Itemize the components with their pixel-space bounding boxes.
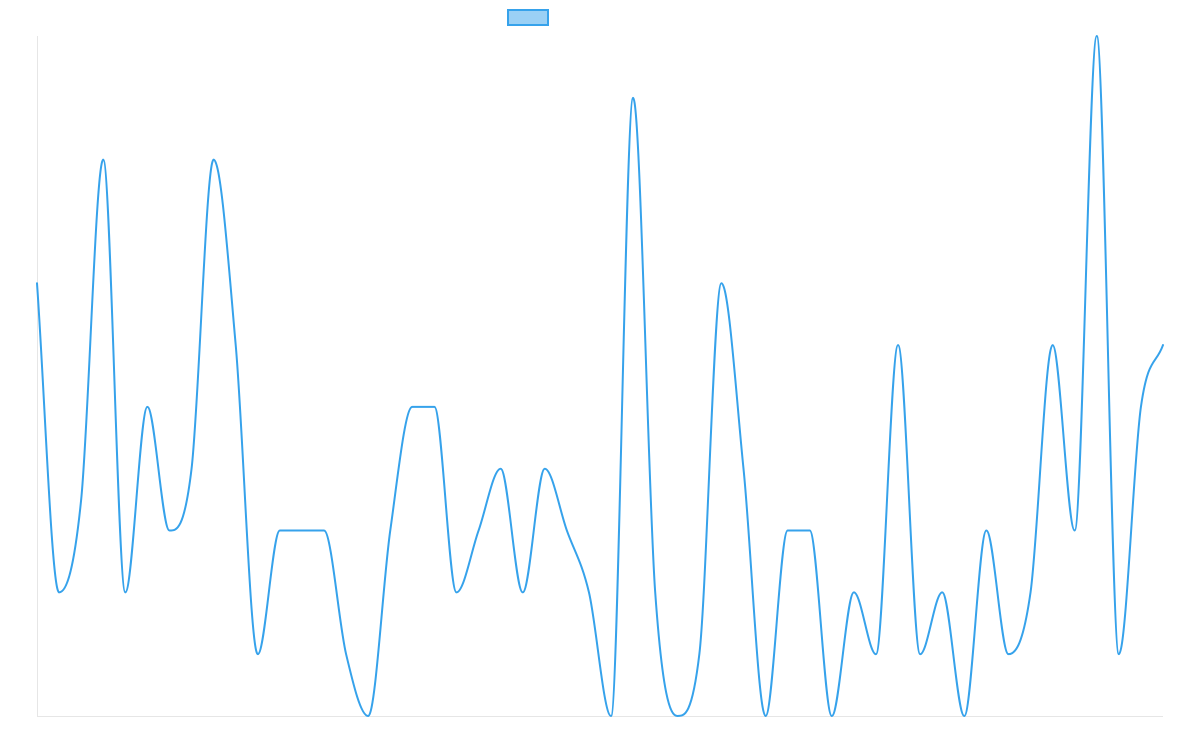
data-point-9[interactable] xyxy=(211,157,217,163)
legend-swatch-series[interactable] xyxy=(507,9,549,26)
data-point-51[interactable] xyxy=(1138,404,1144,410)
data-point-50[interactable] xyxy=(1116,651,1122,657)
data-point-29[interactable] xyxy=(652,589,658,595)
data-point-3[interactable] xyxy=(78,497,84,503)
data-point-12[interactable] xyxy=(277,528,283,534)
data-point-10[interactable] xyxy=(233,342,239,348)
data-point-31[interactable] xyxy=(696,651,702,657)
data-point-11[interactable] xyxy=(255,651,261,657)
data-point-26[interactable] xyxy=(586,589,592,595)
data-point-33[interactable] xyxy=(741,466,747,472)
data-point-16[interactable] xyxy=(365,713,371,719)
data-point-13[interactable] xyxy=(299,528,305,534)
data-point-15[interactable] xyxy=(343,651,349,657)
data-point-49[interactable] xyxy=(1094,33,1100,39)
data-point-42[interactable] xyxy=(939,589,945,595)
series-layer xyxy=(34,33,1166,719)
data-point-20[interactable] xyxy=(453,589,459,595)
data-point-1[interactable] xyxy=(34,280,40,286)
data-point-52[interactable] xyxy=(1160,342,1166,348)
data-point-22[interactable] xyxy=(498,466,504,472)
data-point-8[interactable] xyxy=(189,466,195,472)
data-point-36[interactable] xyxy=(807,528,813,534)
axes xyxy=(37,36,1163,717)
data-point-30[interactable] xyxy=(674,713,680,719)
data-point-24[interactable] xyxy=(542,466,548,472)
data-point-39[interactable] xyxy=(873,651,879,657)
data-point-7[interactable] xyxy=(166,528,172,534)
data-point-18[interactable] xyxy=(409,404,415,410)
data-point-28[interactable] xyxy=(630,95,636,101)
legend[interactable] xyxy=(507,9,549,26)
data-point-44[interactable] xyxy=(983,528,989,534)
data-point-34[interactable] xyxy=(763,713,769,719)
data-point-37[interactable] xyxy=(829,713,835,719)
data-point-40[interactable] xyxy=(895,342,901,348)
data-point-38[interactable] xyxy=(851,589,857,595)
data-point-21[interactable] xyxy=(476,528,482,534)
data-point-43[interactable] xyxy=(961,713,967,719)
series-line xyxy=(36,35,1164,717)
data-point-32[interactable] xyxy=(718,280,724,286)
data-point-41[interactable] xyxy=(917,651,923,657)
data-point-46[interactable] xyxy=(1028,589,1034,595)
data-point-4[interactable] xyxy=(100,157,106,163)
data-point-25[interactable] xyxy=(564,528,570,534)
data-point-23[interactable] xyxy=(520,589,526,595)
data-point-17[interactable] xyxy=(387,528,393,534)
data-point-35[interactable] xyxy=(785,528,791,534)
data-point-19[interactable] xyxy=(431,404,437,410)
data-point-14[interactable] xyxy=(321,528,327,534)
data-point-2[interactable] xyxy=(56,589,62,595)
data-point-5[interactable] xyxy=(122,589,128,595)
data-point-47[interactable] xyxy=(1050,342,1056,348)
data-point-45[interactable] xyxy=(1005,651,1011,657)
data-point-6[interactable] xyxy=(144,404,150,410)
data-point-27[interactable] xyxy=(608,713,614,719)
data-point-48[interactable] xyxy=(1072,528,1078,534)
